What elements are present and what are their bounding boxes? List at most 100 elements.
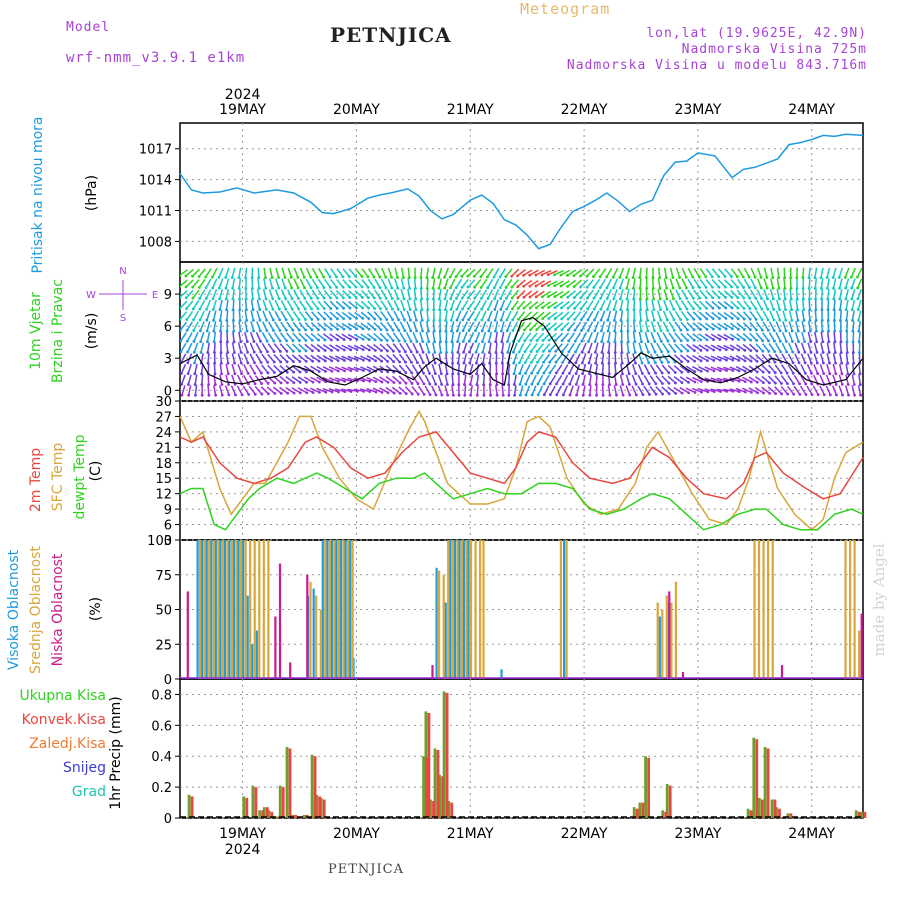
wind-arrow bbox=[802, 299, 805, 310]
wind-arrow bbox=[180, 290, 188, 298]
wind-arrow-head bbox=[560, 317, 564, 321]
wind-arrow-head bbox=[585, 274, 589, 278]
wind-arrow-head bbox=[730, 296, 734, 299]
wind-arrow bbox=[826, 363, 831, 374]
wind-arrow-head bbox=[252, 350, 256, 354]
wind-arrow bbox=[554, 269, 564, 276]
wind-arrow-head bbox=[450, 351, 454, 354]
wind-arrow-head bbox=[789, 276, 793, 280]
wind-arrow bbox=[347, 388, 358, 393]
wind-arrow bbox=[469, 374, 474, 385]
wind-arrow bbox=[645, 267, 648, 278]
wind-arrow bbox=[260, 386, 269, 395]
wind-arrow-head bbox=[742, 317, 746, 321]
wind-arrow bbox=[730, 311, 739, 320]
wind-arrow-head bbox=[278, 339, 282, 343]
wind-arrow bbox=[782, 299, 787, 310]
wind-arrow bbox=[353, 355, 364, 361]
wind-arrow-head bbox=[233, 372, 237, 376]
wind-arrow bbox=[251, 289, 254, 300]
wind-arrow-head bbox=[449, 297, 453, 301]
wind-arrow bbox=[463, 353, 468, 364]
wind-arrow bbox=[330, 278, 338, 288]
wind-arrow bbox=[858, 363, 861, 374]
wind-arrow bbox=[418, 364, 425, 374]
wind-arrow bbox=[693, 268, 701, 278]
wind-arrow-head bbox=[498, 275, 502, 279]
wind-arrow bbox=[850, 267, 857, 278]
wind-arrow bbox=[291, 376, 301, 384]
wind-arrow-head bbox=[567, 361, 571, 364]
wind-arrow-head bbox=[516, 285, 520, 289]
wind-arrow bbox=[606, 289, 612, 299]
wind-arrow-head bbox=[772, 308, 776, 311]
wind-arrow-head bbox=[724, 306, 728, 310]
wind-arrow-head bbox=[245, 308, 248, 312]
wind-arrow bbox=[193, 321, 199, 331]
wind-arrow-head bbox=[783, 286, 787, 290]
wind-arrow bbox=[481, 310, 487, 321]
wind-arrow bbox=[574, 332, 582, 342]
wind-arrow-head bbox=[810, 382, 814, 386]
wind-arrow-head bbox=[686, 370, 690, 374]
wind-arrow bbox=[353, 388, 364, 393]
cloud-bar bbox=[205, 540, 208, 679]
wind-arrow bbox=[329, 344, 339, 351]
wind-arrow-head bbox=[259, 340, 262, 343]
wind-arrow bbox=[736, 300, 745, 309]
wind-arrow bbox=[445, 321, 448, 332]
wind-arrow-head bbox=[225, 329, 229, 333]
wind-arrow-head bbox=[211, 286, 215, 290]
wind-arrow bbox=[244, 267, 248, 278]
wind-arrow bbox=[661, 375, 670, 384]
wind-arrow-head bbox=[586, 318, 590, 322]
wind-arrow bbox=[826, 353, 831, 364]
wind-arrow bbox=[614, 363, 617, 374]
wind-arrow bbox=[420, 289, 423, 300]
wind-arrow bbox=[431, 363, 437, 374]
wind-arrow bbox=[827, 299, 830, 310]
wind-arrow-head bbox=[771, 286, 775, 290]
precip-bar bbox=[429, 799, 432, 818]
wind-arrow-head bbox=[843, 275, 847, 279]
wind-arrow-head bbox=[396, 286, 400, 290]
wind-arrow bbox=[304, 332, 313, 341]
wind-arrow bbox=[328, 355, 339, 362]
wind-arrow-head bbox=[277, 276, 280, 279]
wind-arrow-head bbox=[335, 285, 339, 289]
cloud-bar bbox=[670, 602, 673, 679]
x-tick-label-top: 22MAY bbox=[561, 102, 608, 118]
wind-arrow bbox=[668, 310, 675, 321]
wind-arrow-head bbox=[666, 329, 670, 333]
wind-arrow-head bbox=[672, 318, 676, 322]
wind-arrow-head bbox=[850, 308, 854, 312]
wind-arrow bbox=[735, 355, 746, 362]
wind-arrow-head bbox=[219, 361, 223, 365]
wind-arrow-head bbox=[304, 339, 308, 342]
wind-arrow bbox=[180, 374, 186, 385]
wind-arrow-head bbox=[777, 286, 781, 290]
wind-arrow bbox=[833, 299, 836, 310]
wind-arrow bbox=[517, 311, 526, 320]
wind-arrow-head bbox=[659, 339, 663, 343]
wind-arrow bbox=[692, 322, 702, 331]
wind-arrow bbox=[324, 268, 331, 278]
wind-arrow-head bbox=[691, 296, 695, 300]
wind-arrow-head bbox=[310, 317, 314, 321]
wind-arrow-head bbox=[253, 382, 257, 386]
wind-arrow-head bbox=[765, 286, 769, 290]
cloud-bar bbox=[237, 540, 240, 679]
wind-arrow-head bbox=[311, 349, 314, 353]
wind-arrow bbox=[392, 364, 401, 373]
wind-arrow-head bbox=[674, 381, 677, 385]
wind-arrow bbox=[710, 366, 721, 372]
wind-arrow bbox=[699, 268, 707, 278]
wind-arrow-head bbox=[250, 276, 254, 280]
wind-arrow bbox=[412, 321, 418, 332]
wind-arrow-head bbox=[426, 297, 429, 301]
wind-arrow bbox=[826, 331, 830, 342]
wind-arrow bbox=[755, 343, 764, 352]
wind-arrow-head bbox=[834, 372, 838, 376]
wind-arrow bbox=[303, 387, 314, 394]
